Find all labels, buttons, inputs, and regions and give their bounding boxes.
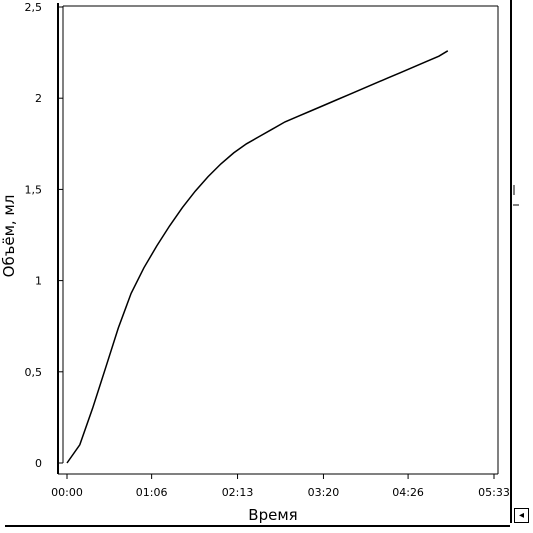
x-axis-ticks: 00:00 01:06 02:13 03:20 04:26 05:33 <box>51 474 510 499</box>
x-tick-label: 04:26 <box>392 486 424 499</box>
y-axis-ticks: 0 0,5 1 1,5 2 2,5 <box>25 1 63 470</box>
scroll-left-icon: ◂ <box>518 510 525 521</box>
x-tick-label: 05:33 <box>478 486 510 499</box>
y-tick-label: 0 <box>35 457 42 470</box>
series-layer <box>66 50 449 464</box>
series-line <box>66 50 449 464</box>
y-tick-label: 1,5 <box>25 183 43 196</box>
y-tick-label: 2 <box>35 92 42 105</box>
x-tick-label: 00:00 <box>51 486 83 499</box>
x-axis-title: Время <box>248 506 297 524</box>
y-axis-title: Объём, мл <box>0 195 18 278</box>
y-tick-label: 1 <box>35 275 42 288</box>
x-tick-label: 01:06 <box>136 486 168 499</box>
y-tick-label: 2,5 <box>25 1 43 14</box>
y-tick-label: 0,5 <box>25 366 43 379</box>
x-tick-label: 03:20 <box>308 486 340 499</box>
scroll-left-button[interactable]: ◂ <box>514 508 529 523</box>
x-tick-label: 02:13 <box>222 486 254 499</box>
